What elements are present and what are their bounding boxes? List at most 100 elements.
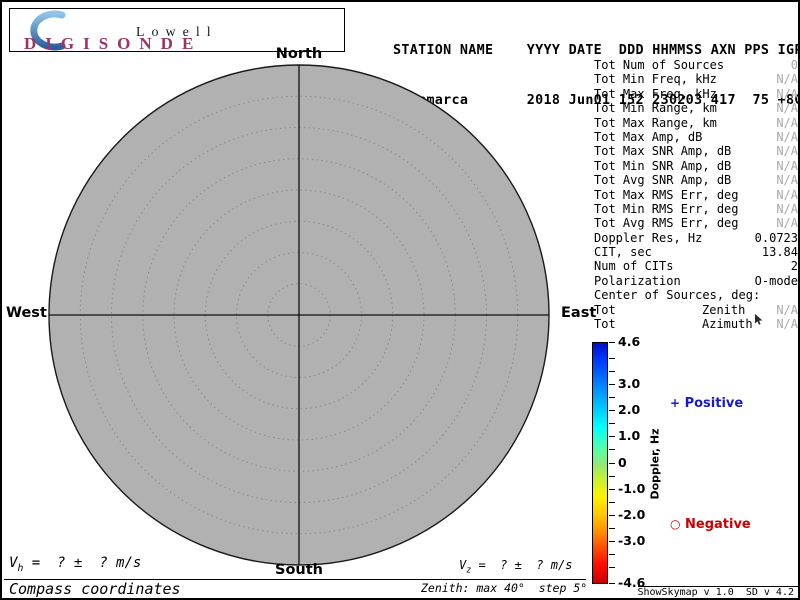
stats-label: Tot Avg SNR Amp, dB xyxy=(594,173,732,188)
vz-subscript: z xyxy=(466,564,472,575)
colorbar-tick xyxy=(609,541,615,542)
stats-value: N/A xyxy=(776,216,798,231)
stats-row: Center of Sources, deg: xyxy=(594,288,798,302)
stats-row: Polarization O-mode xyxy=(594,274,798,288)
stats-value: N/A xyxy=(776,101,798,116)
colorbar-tick xyxy=(609,515,615,516)
stats-sublabel: Zenith xyxy=(702,302,746,317)
stats-value: N/A xyxy=(776,201,798,216)
colorbar-tick-label: 1.0 xyxy=(618,427,641,443)
colorbar-gradient xyxy=(592,342,608,584)
stats-label: Tot Num of Sources xyxy=(594,58,725,72)
colorbar-tick xyxy=(609,449,615,450)
colorbar-tick xyxy=(609,397,615,398)
colorbar-tick xyxy=(609,410,615,411)
stats-row: Doppler Res, Hz 0.0723 xyxy=(594,231,798,245)
vh-subscript: h xyxy=(17,562,24,574)
stats-label: CIT, sec xyxy=(594,245,652,260)
stats-value: 0.0723 xyxy=(754,230,798,245)
stats-value: N/A xyxy=(776,144,798,159)
vh-symbol: V xyxy=(9,555,18,571)
colorbar-tick-label: -3.0 xyxy=(618,532,646,548)
compass-label-west: West xyxy=(6,305,47,321)
colorbar-tick-label: -2.0 xyxy=(618,506,646,522)
colorbar-tick xyxy=(609,528,615,529)
colorbar-tick xyxy=(609,502,615,503)
stats-label: Doppler Res, Hz xyxy=(594,230,703,245)
colorbar-tick xyxy=(609,554,615,555)
stats-panel: Tot Num of Sources 0 Tot Min Freq, kHz N/A T… xyxy=(594,58,798,331)
stats-value: N/A xyxy=(776,317,798,332)
plus-marker-icon: + xyxy=(670,396,681,410)
footer-divider-right xyxy=(638,586,798,587)
stats-value: 0 xyxy=(790,58,798,72)
colorbar-axis-title: Doppler, Hz xyxy=(648,428,662,500)
colorbar-tick xyxy=(609,342,615,343)
logo-lowell-text: Lowell xyxy=(136,25,218,40)
stats-row: Tot Min Range, km N/A xyxy=(594,101,798,115)
stats-value: N/A xyxy=(776,129,798,144)
vh-readout: Vh = ? ± ? m/s xyxy=(9,555,141,574)
colorbar-tick xyxy=(609,463,615,464)
stats-label: Tot Avg RMS Err, deg xyxy=(594,216,739,231)
stats-row: Tot Max SNR Amp, dB N/A xyxy=(594,144,798,158)
stats-value: N/A xyxy=(776,115,798,130)
zenith-range-label: Zenith: max 40° step 5° xyxy=(421,581,588,595)
stats-label: Tot Max SNR Amp, dB xyxy=(594,144,732,159)
circle-marker-icon: ○ xyxy=(670,517,681,531)
legend-negative-label: Negative xyxy=(685,517,751,532)
colorbar-tick xyxy=(609,371,615,372)
stats-row: Tot Max Freq, kHz N/A xyxy=(594,87,798,101)
compass-label-north: North xyxy=(275,46,323,62)
stats-label: Center of Sources, deg: xyxy=(594,288,761,303)
stats-value: 13.84 xyxy=(761,245,798,260)
colorbar-tick-label: 4.6 xyxy=(618,333,641,349)
stats-label: Tot xyxy=(594,317,616,332)
legend-negative: ○ Negative xyxy=(670,517,751,532)
stats-value: 2 xyxy=(790,259,798,274)
stats-label: Num of CITs xyxy=(594,259,674,274)
vz-readout: Vz = ? ± ? m/s xyxy=(459,558,572,574)
vh-value: = ? ± ? m/s xyxy=(23,555,142,571)
colorbar-tick xyxy=(609,358,615,359)
stats-row: Tot Max RMS Err, deg N/A xyxy=(594,188,798,202)
colorbar-tick-label: 2.0 xyxy=(618,401,641,417)
colorbar-tick xyxy=(609,423,615,424)
vz-symbol: V xyxy=(459,558,467,572)
stats-row: Tot Azimuth N/A xyxy=(594,317,798,331)
stats-row: Tot Min Freq, kHz N/A xyxy=(594,72,798,86)
stats-row: Tot Min RMS Err, deg N/A xyxy=(594,202,798,216)
colorbar-ticks: 4.6 3.0 2.0 1.0 0 -1.0 -2.0 -3.0 -4.6 xyxy=(609,334,653,590)
colorbar-tick xyxy=(609,567,615,568)
stats-label: Tot Max Amp, dB xyxy=(594,129,703,144)
stats-row: Tot Avg SNR Amp, dB N/A xyxy=(594,173,798,187)
colorbar-tick xyxy=(609,489,615,490)
stats-row: Tot Zenith N/A xyxy=(594,303,798,317)
stats-label: Polarization xyxy=(594,273,681,288)
compass-label-south: South xyxy=(275,562,323,578)
footer-divider-left xyxy=(4,579,586,580)
logo-digisonde-text: DIGISONDE xyxy=(24,34,203,53)
colorbar-tick xyxy=(609,476,615,477)
stats-row: Num of CITs 2 xyxy=(594,259,798,273)
stats-row: Tot Num of Sources 0 xyxy=(594,58,798,72)
stats-row: Tot Max Amp, dB N/A xyxy=(594,130,798,144)
stats-value: N/A xyxy=(776,187,798,202)
compass-label-east: East xyxy=(561,305,597,321)
stats-value: N/A xyxy=(776,72,798,87)
colorbar-tick xyxy=(609,384,615,385)
version-label: ShowSkymap v 1.0 SD v 4.2 xyxy=(637,587,794,598)
crescent-icon xyxy=(30,10,66,51)
crosshair-axes xyxy=(49,65,549,565)
colorbar-tick-label: 0 xyxy=(618,454,627,470)
legend-positive: + Positive xyxy=(670,396,743,411)
stats-row: Tot Max Range, km N/A xyxy=(594,116,798,130)
stats-value: O-mode xyxy=(754,273,798,288)
legend-positive-label: Positive xyxy=(684,396,744,411)
stats-label: Tot xyxy=(594,302,616,317)
stats-row: Tot Avg RMS Err, deg N/A xyxy=(594,216,798,230)
stats-value: N/A xyxy=(776,158,798,173)
station-header-columns: STATION NAME YYYY DATE DDD HHMMSS AXN PP… xyxy=(393,42,800,58)
stats-sublabel: Azimuth xyxy=(702,317,753,332)
